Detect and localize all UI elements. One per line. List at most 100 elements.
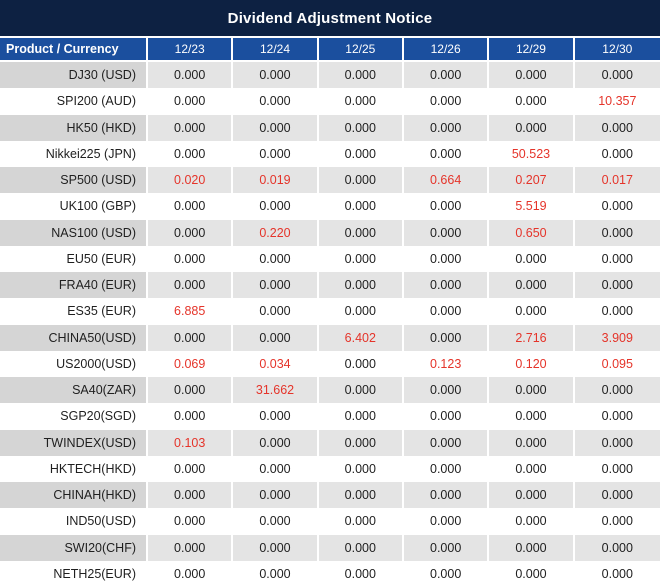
value-cell: 0.000	[574, 298, 660, 325]
value-cell: 0.000	[318, 403, 404, 430]
value-cell: 0.000	[403, 324, 490, 351]
product-cell: FRA40 (EUR)	[0, 272, 148, 299]
table-row: TWINDEX(USD) 0.103 0.000 0.000 0.000 0.000 0.0…	[0, 429, 660, 456]
table-row: CHINA50(USD) 0.000 0.000 6.402 0.000 2.716 3.9…	[0, 324, 660, 351]
date-header: 12/25	[318, 36, 404, 62]
product-cell: EU50 (EUR)	[0, 245, 148, 272]
value-cell: 5.519	[489, 193, 575, 220]
value-cell: 0.000	[233, 482, 319, 509]
value-cell: 0.000	[233, 534, 319, 561]
value-cell: 0.000	[403, 534, 490, 561]
value-cell: 0.123	[403, 350, 490, 377]
date-header: 12/23	[148, 36, 234, 62]
value-cell: 0.103	[148, 429, 234, 456]
table-row: DJ30 (USD) 0.000 0.000 0.000 0.000 0.000 0.000	[0, 62, 660, 89]
value-cell: 0.000	[489, 62, 575, 89]
value-cell: 0.207	[489, 167, 575, 194]
value-cell: 0.000	[489, 534, 575, 561]
value-cell: 0.000	[489, 245, 575, 272]
value-cell: 0.000	[403, 88, 490, 115]
value-cell: 0.000	[403, 560, 490, 587]
value-cell: 0.000	[233, 560, 319, 587]
product-cell: UK100 (GBP)	[0, 193, 148, 220]
value-cell: 0.000	[148, 534, 234, 561]
value-cell: 0.000	[318, 534, 404, 561]
table-row: SWI20(CHF) 0.000 0.000 0.000 0.000 0.000 0.000	[0, 534, 660, 561]
value-cell: 0.000	[318, 167, 404, 194]
table-row: HK50 (HKD) 0.000 0.000 0.000 0.000 0.000 0.000	[0, 114, 660, 141]
table-row: SA40(ZAR) 0.000 31.662 0.000 0.000 0.000 0.000	[0, 377, 660, 404]
value-cell: 0.000	[403, 272, 490, 299]
value-cell: 0.000	[489, 114, 575, 141]
value-cell: 0.000	[233, 114, 319, 141]
value-cell: 0.019	[233, 167, 319, 194]
value-cell: 0.000	[148, 560, 234, 587]
value-cell: 0.095	[574, 350, 660, 377]
value-cell: 0.000	[148, 245, 234, 272]
value-cell: 0.000	[403, 482, 490, 509]
value-cell: 0.000	[489, 455, 575, 482]
value-cell: 0.000	[403, 114, 490, 141]
value-cell: 6.402	[318, 324, 404, 351]
value-cell: 0.000	[318, 62, 404, 89]
value-cell: 0.000	[233, 140, 319, 167]
value-cell: 0.000	[318, 560, 404, 587]
value-cell: 0.000	[148, 324, 234, 351]
table-row: NAS100 (USD) 0.000 0.220 0.000 0.000 0.650 0.0…	[0, 219, 660, 246]
table-row: UK100 (GBP) 0.000 0.000 0.000 0.000 5.519 0.00…	[0, 193, 660, 220]
value-cell: 0.000	[403, 298, 490, 325]
product-cell: HKTECH(HKD)	[0, 455, 148, 482]
value-cell: 0.000	[318, 350, 404, 377]
value-cell: 0.000	[233, 508, 319, 535]
value-cell: 0.000	[574, 219, 660, 246]
value-cell: 0.000	[233, 324, 319, 351]
table-row: US2000(USD) 0.069 0.034 0.000 0.123 0.120 0.09…	[0, 350, 660, 377]
value-cell: 0.000	[489, 272, 575, 299]
value-cell: 0.000	[574, 140, 660, 167]
value-cell: 0.034	[233, 350, 319, 377]
table-row: FRA40 (EUR) 0.000 0.000 0.000 0.000 0.000 0.00…	[0, 272, 660, 299]
value-cell: 0.069	[148, 350, 234, 377]
value-cell: 0.000	[148, 508, 234, 535]
value-cell: 2.716	[489, 324, 575, 351]
product-cell: SA40(ZAR)	[0, 377, 148, 404]
value-cell: 0.000	[318, 272, 404, 299]
value-cell: 0.000	[403, 455, 490, 482]
product-cell: Nikkei225 (JPN)	[0, 140, 148, 167]
value-cell: 0.000	[148, 140, 234, 167]
table-row: Nikkei225 (JPN) 0.000 0.000 0.000 0.000 50.52…	[0, 140, 660, 167]
product-cell: SWI20(CHF)	[0, 534, 148, 561]
value-cell: 0.000	[489, 560, 575, 587]
value-cell: 0.000	[148, 62, 234, 89]
product-cell: TWINDEX(USD)	[0, 429, 148, 456]
value-cell: 0.000	[233, 245, 319, 272]
product-cell: NAS100 (USD)	[0, 219, 148, 246]
value-cell: 0.000	[148, 88, 234, 115]
value-cell: 10.357	[574, 88, 660, 115]
value-cell: 0.000	[233, 429, 319, 456]
value-cell: 0.000	[148, 193, 234, 220]
product-cell: SP500 (USD)	[0, 167, 148, 194]
table-row: HKTECH(HKD) 0.000 0.000 0.000 0.000 0.000 0.00…	[0, 455, 660, 482]
product-cell: CHINA50(USD)	[0, 324, 148, 351]
value-cell: 0.017	[574, 167, 660, 194]
product-cell: SGP20(SGD)	[0, 403, 148, 430]
value-cell: 0.000	[574, 245, 660, 272]
value-cell: 0.000	[148, 114, 234, 141]
value-cell: 0.000	[148, 482, 234, 509]
date-header: 12/30	[574, 36, 660, 62]
value-cell: 0.000	[318, 455, 404, 482]
value-cell: 31.662	[233, 377, 319, 404]
value-cell: 0.120	[489, 350, 575, 377]
value-cell: 0.000	[574, 377, 660, 404]
product-cell: IND50(USD)	[0, 508, 148, 535]
value-cell: 0.000	[403, 508, 490, 535]
value-cell: 0.000	[318, 298, 404, 325]
value-cell: 0.000	[574, 114, 660, 141]
value-cell: 0.000	[574, 193, 660, 220]
value-cell: 0.000	[574, 508, 660, 535]
value-cell: 0.000	[318, 114, 404, 141]
value-cell: 0.000	[489, 482, 575, 509]
table-row: SGP20(SGD) 0.000 0.000 0.000 0.000 0.000 0.000	[0, 403, 660, 430]
